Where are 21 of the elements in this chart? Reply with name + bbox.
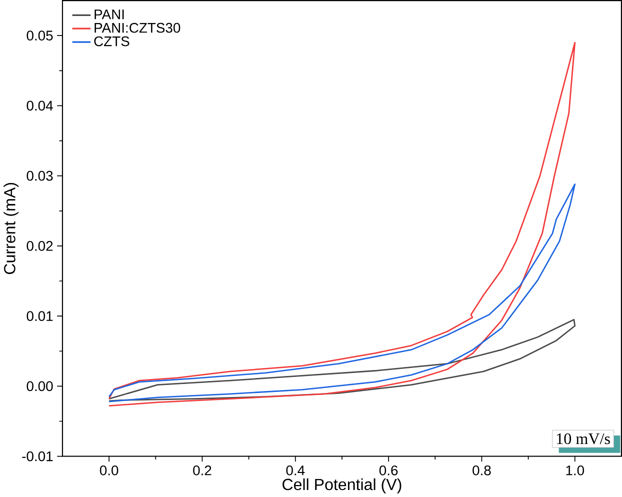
legend-label: PANI xyxy=(94,10,124,20)
legend-label: CZTS xyxy=(94,36,130,46)
y-tick-label: 0.02 xyxy=(26,241,53,251)
x-tick-label: 1.0 xyxy=(566,466,584,476)
y-tick-label: 0.04 xyxy=(26,100,53,111)
y-tick-label: 0.01 xyxy=(26,311,53,322)
x-axis-title: Cell Potential (V) xyxy=(282,478,402,494)
y-tick-label: 0.05 xyxy=(26,30,53,41)
y-tick-label: -0.01 xyxy=(22,451,53,462)
y-tick-label: 0.03 xyxy=(26,170,53,181)
y-tick-label: 0.00 xyxy=(26,381,53,392)
annotation: 10 mV/s xyxy=(557,433,610,444)
x-tick-label: 0.6 xyxy=(379,466,398,476)
x-tick-label: 0.2 xyxy=(193,466,212,476)
line-series xyxy=(108,318,576,402)
legend-label: PANI:CZTS30 xyxy=(94,22,180,33)
line-series xyxy=(108,184,576,402)
y-axis-title: Current (mA) xyxy=(4,183,19,274)
x-tick-label: 0.0 xyxy=(100,466,118,476)
x-tick-label: 0.8 xyxy=(472,466,491,476)
x-tick-label: 0.4 xyxy=(286,466,305,476)
